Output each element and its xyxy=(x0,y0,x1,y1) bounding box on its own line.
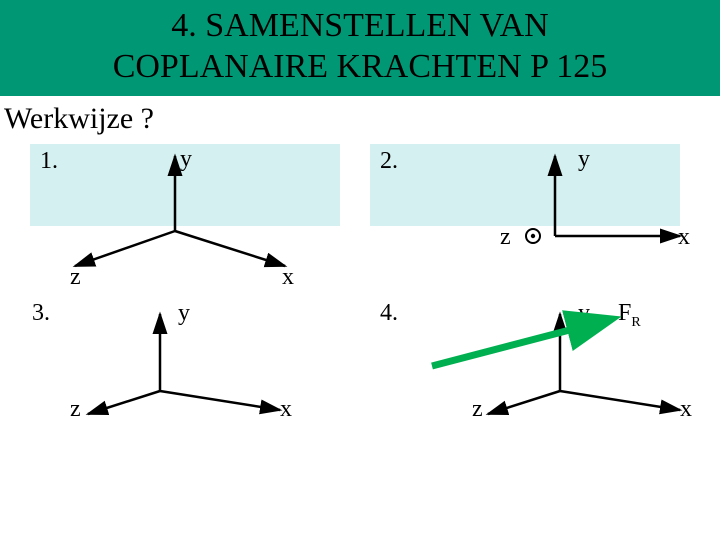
panel-4: 4. y z x FR xyxy=(360,296,700,436)
force-arrow xyxy=(432,320,608,366)
title-line2: COPLANAIRE KRACHTEN P 125 xyxy=(113,48,608,85)
panel-1-axes xyxy=(20,136,360,296)
panel-1: 1. y z x xyxy=(20,136,360,296)
panel-3: 3. y z x xyxy=(20,296,360,436)
title-text: 4. SAMENSTELLEN VAN COPLANAIRE KRACHTEN … xyxy=(0,6,720,88)
panel-2-axes xyxy=(360,136,700,296)
subtitle: Werkwijze ? xyxy=(4,102,720,136)
panel-4-axes xyxy=(360,296,700,436)
panel-3-axes xyxy=(20,296,360,436)
title-header: 4. SAMENSTELLEN VAN COPLANAIRE KRACHTEN … xyxy=(0,0,720,96)
diagram-grid: 1. y z x 2. y z x xyxy=(0,136,720,436)
title-line1: 4. SAMENSTELLEN VAN xyxy=(171,7,549,44)
panel-2: 2. y z x xyxy=(360,136,700,296)
